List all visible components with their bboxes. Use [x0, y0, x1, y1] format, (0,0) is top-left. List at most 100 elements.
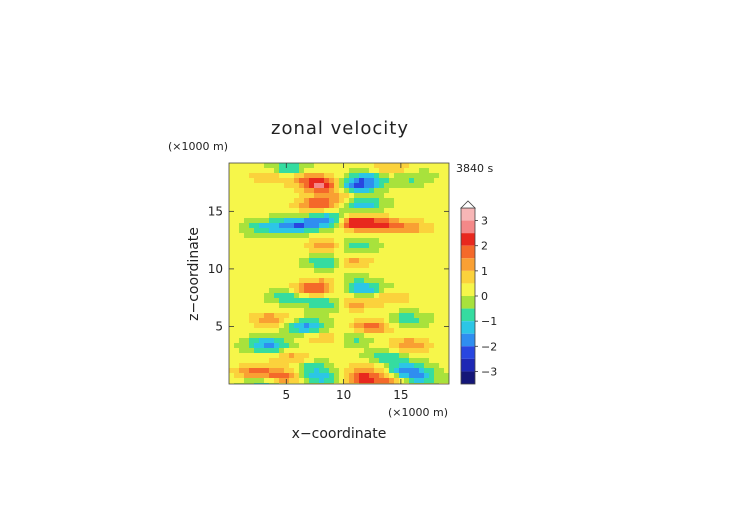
heatmap-cell [239, 328, 244, 333]
heatmap-cell [334, 278, 339, 283]
heatmap-cell [304, 373, 309, 378]
heatmap-cell [334, 253, 339, 258]
heatmap-cell [374, 188, 379, 193]
heatmap-cell [394, 223, 399, 228]
heatmap-cell [369, 168, 374, 173]
heatmap-cell [304, 303, 309, 308]
heatmap-cell [374, 228, 379, 233]
heatmap-cell [244, 373, 249, 378]
heatmap-cell [309, 368, 314, 373]
heatmap-cell [319, 213, 324, 218]
heatmap-cell [289, 338, 294, 343]
heatmap-cell [239, 243, 244, 248]
heatmap-cell [249, 218, 254, 223]
heatmap-cell [249, 243, 254, 248]
heatmap-cell [284, 208, 289, 213]
heatmap-cell [339, 238, 344, 243]
heatmap-cell [424, 303, 429, 308]
heatmap-cell [419, 338, 424, 343]
heatmap-cell [349, 178, 354, 183]
heatmap-cell [364, 278, 369, 283]
heatmap-cell [379, 223, 384, 228]
heatmap-cell [404, 363, 409, 368]
heatmap-cell [374, 213, 379, 218]
heatmap-cell [269, 333, 274, 338]
heatmap-cell [384, 318, 389, 323]
heatmap-cell [444, 258, 449, 263]
heatmap-cell [349, 163, 354, 168]
heatmap-cell [374, 223, 379, 228]
heatmap-cell [294, 358, 299, 363]
heatmap-cell [339, 338, 344, 343]
heatmap-cell [389, 163, 394, 168]
heatmap-cell [274, 203, 279, 208]
heatmap-cell [404, 208, 409, 213]
heatmap-cell [359, 318, 364, 323]
heatmap-cell [384, 343, 389, 348]
heatmap-cell [369, 313, 374, 318]
heatmap-cell [374, 193, 379, 198]
heatmap-cell [234, 328, 239, 333]
heatmap-cell [239, 308, 244, 313]
heatmap-cell [264, 193, 269, 198]
heatmap-cell [389, 278, 394, 283]
heatmap-cell [424, 173, 429, 178]
heatmap-cell [444, 358, 449, 363]
colorbar-level [461, 333, 475, 347]
heatmap-cell [274, 298, 279, 303]
heatmap-cell [329, 313, 334, 318]
heatmap-cell [259, 273, 264, 278]
heatmap-cell [369, 263, 374, 268]
heatmap-cell [324, 233, 329, 238]
heatmap-cell [254, 323, 259, 328]
heatmap-cell [329, 228, 334, 233]
heatmap-cell [344, 223, 349, 228]
heatmap-cell [314, 383, 319, 384]
heatmap-cell [424, 358, 429, 363]
heatmap-cell [379, 213, 384, 218]
heatmap-cell [404, 293, 409, 298]
heatmap-cell [279, 198, 284, 203]
heatmap-cell [339, 213, 344, 218]
heatmap-cell [409, 308, 414, 313]
heatmap-cell [399, 258, 404, 263]
heatmap-cell [369, 373, 374, 378]
heatmap-cell [314, 188, 319, 193]
heatmap-cell [399, 298, 404, 303]
heatmap-cell [349, 338, 354, 343]
heatmap-cell [409, 378, 414, 383]
heatmap-cell [299, 203, 304, 208]
heatmap-cell [434, 348, 439, 353]
heatmap-cell [269, 323, 274, 328]
heatmap-cell [364, 273, 369, 278]
heatmap-cell [274, 363, 279, 368]
heatmap-cell [344, 333, 349, 338]
heatmap-cell [359, 208, 364, 213]
heatmap-cell [354, 293, 359, 298]
heatmap-cell [294, 223, 299, 228]
heatmap-cell [344, 238, 349, 243]
heatmap-cell [404, 353, 409, 358]
heatmap-cell [319, 223, 324, 228]
heatmap-cell [374, 363, 379, 368]
heatmap-cell [269, 218, 274, 223]
heatmap-cell [279, 298, 284, 303]
heatmap-cell [364, 293, 369, 298]
heatmap-cell [239, 248, 244, 253]
heatmap-cell [304, 273, 309, 278]
heatmap-cell [384, 253, 389, 258]
heatmap-cell [244, 293, 249, 298]
heatmap-cell [324, 298, 329, 303]
heatmap-cell [394, 293, 399, 298]
heatmap-cell [289, 258, 294, 263]
heatmap-cell [359, 263, 364, 268]
y-axis-label: z−coordinate [186, 227, 202, 321]
heatmap-cell [229, 293, 234, 298]
heatmap-cell [419, 298, 424, 303]
heatmap-cell [374, 168, 379, 173]
heatmap-cell [314, 278, 319, 283]
heatmap-cell [274, 303, 279, 308]
heatmap-cell [419, 343, 424, 348]
heatmap-cell [339, 228, 344, 233]
heatmap-cell [249, 213, 254, 218]
